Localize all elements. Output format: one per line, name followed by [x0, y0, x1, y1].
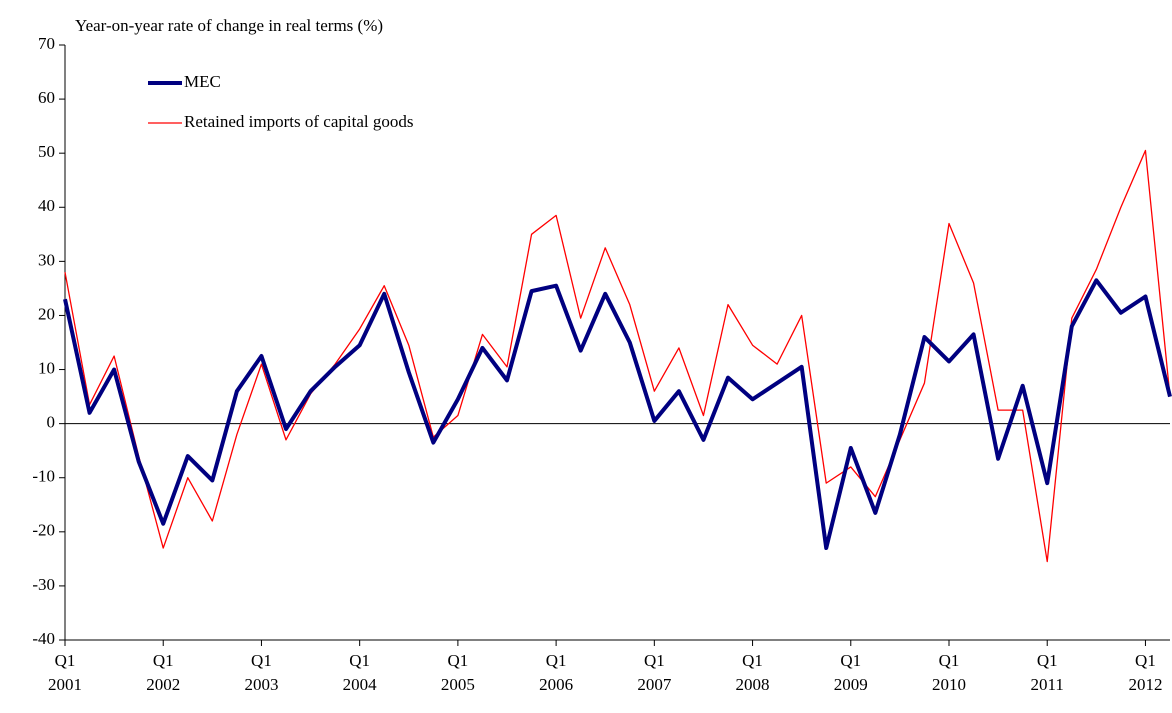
- y-tick-label: 0: [47, 413, 56, 432]
- x-tick-year: 2006: [539, 675, 573, 694]
- y-tick-label: 70: [38, 34, 55, 53]
- x-tick-year: 2009: [834, 675, 868, 694]
- x-tick-year: 2012: [1128, 675, 1162, 694]
- x-tick-label: Q1: [1037, 651, 1058, 670]
- x-tick-label: Q1: [153, 651, 174, 670]
- x-tick-year: 2008: [736, 675, 770, 694]
- x-tick-label: Q1: [742, 651, 763, 670]
- x-tick-year: 2001: [48, 675, 82, 694]
- y-tick-label: 30: [38, 250, 55, 269]
- y-tick-label: 10: [38, 358, 55, 377]
- x-tick-label: Q1: [55, 651, 76, 670]
- x-tick-label: Q1: [644, 651, 665, 670]
- y-tick-label: 60: [38, 88, 55, 107]
- y-tick-label: -40: [32, 629, 55, 648]
- legend-label: MEC: [184, 72, 221, 91]
- y-tick-label: -30: [32, 575, 55, 594]
- x-tick-year: 2010: [932, 675, 966, 694]
- x-tick-label: Q1: [840, 651, 861, 670]
- y-tick-label: 20: [38, 304, 55, 323]
- series-line: [64, 149, 1171, 563]
- x-tick-label: Q1: [251, 651, 272, 670]
- x-tick-year: 2002: [146, 675, 180, 694]
- legend-label: Retained imports of capital goods: [184, 112, 413, 131]
- x-tick-year: 2011: [1031, 675, 1064, 694]
- x-tick-label: Q1: [546, 651, 567, 670]
- axis-title: Year-on-year rate of change in real term…: [75, 16, 383, 35]
- x-tick-label: Q1: [349, 651, 370, 670]
- x-tick-year: 2007: [637, 675, 672, 694]
- y-tick-label: -20: [32, 521, 55, 540]
- y-tick-label: 40: [38, 196, 55, 215]
- x-tick-label: Q1: [447, 651, 468, 670]
- x-tick-label: Q1: [1135, 651, 1156, 670]
- x-tick-year: 2003: [244, 675, 278, 694]
- y-tick-label: -10: [32, 467, 55, 486]
- x-tick-year: 2005: [441, 675, 475, 694]
- series-line: [63, 278, 1172, 551]
- x-tick-label: Q1: [939, 651, 960, 670]
- y-tick-label: 50: [38, 142, 55, 161]
- x-tick-year: 2004: [343, 675, 378, 694]
